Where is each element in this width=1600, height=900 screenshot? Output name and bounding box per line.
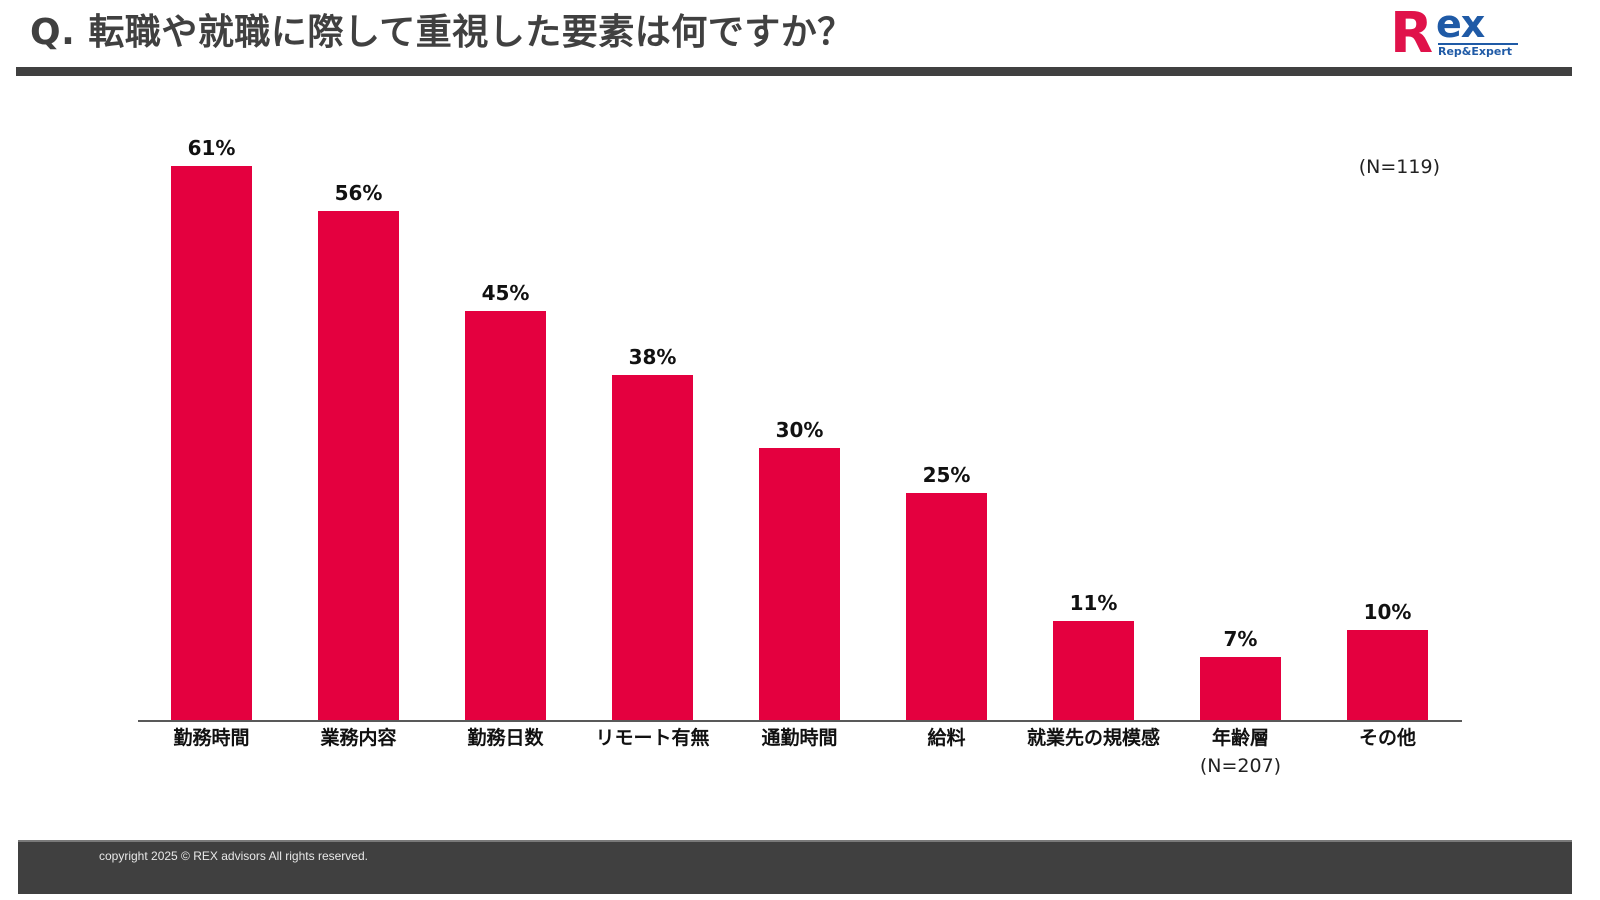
logo-subtitle: Rep&Expert: [1438, 45, 1513, 58]
bar-value-label: 25%: [922, 463, 971, 487]
bar: [1053, 621, 1134, 721]
bar-chart: (N=119) 61% 56% 45% 38% 30% 25% 11% 7% 10% 勤務時間 業…: [138, 136, 1462, 777]
bar-value-label: 11%: [1069, 591, 1118, 615]
category-label: 給料: [927, 727, 966, 749]
logo-underline: [1438, 43, 1518, 45]
category-label: 勤務日数: [467, 727, 544, 749]
bar-value-label: 45%: [481, 281, 530, 305]
sample-size-label: (N=119): [1358, 156, 1440, 178]
page-title: Q. 転職や就職に際して重視した要素は何ですか？: [30, 12, 854, 53]
bar: [1200, 657, 1281, 721]
logo-letter-r: R: [1390, 1, 1433, 66]
category-label: 勤務時間: [173, 727, 250, 749]
category-sample-size-label: (N=207): [1199, 755, 1282, 777]
bar-value-label: 7%: [1223, 627, 1258, 651]
footer-bar: copyright 2025 © REX advisors All rights…: [18, 840, 1572, 894]
copyright-text: copyright 2025 © REX advisors All rights…: [99, 849, 368, 863]
bar-value-label: 10%: [1363, 600, 1412, 624]
bar: [171, 166, 252, 721]
bar: [612, 375, 693, 721]
bar-value-label: 30%: [775, 418, 824, 442]
bar: [906, 493, 987, 721]
bar: [318, 211, 399, 721]
category-label: 通勤時間: [761, 727, 838, 749]
category-label: リモート有無: [595, 727, 710, 749]
bar: [759, 448, 840, 721]
category-label: 業務内容: [320, 727, 397, 749]
logo-letters-ex: ex: [1436, 2, 1485, 46]
x-axis-line: [138, 720, 1462, 722]
bar: [465, 311, 546, 721]
header-divider-bar: [16, 67, 1572, 76]
bar-value-label: 56%: [334, 181, 383, 205]
category-label: 就業先の規模感: [1026, 727, 1160, 749]
bar-value-label: 38%: [628, 345, 677, 369]
bar: [1347, 630, 1428, 721]
category-label: その他: [1358, 727, 1416, 749]
category-label: 年齢層: [1211, 727, 1269, 749]
bar-value-label: 61%: [187, 136, 236, 160]
rex-logo: R ex Rep&Expert: [1388, 4, 1528, 64]
